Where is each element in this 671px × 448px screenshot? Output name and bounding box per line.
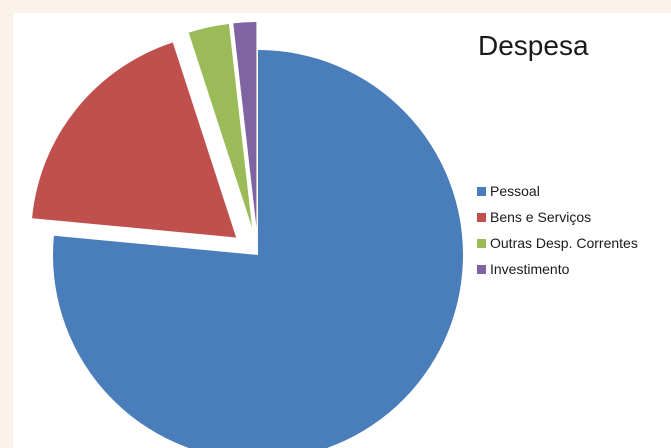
legend-label: Bens e Serviços (490, 209, 592, 225)
legend-label: Pessoal (490, 183, 540, 199)
legend-item: Bens e Serviços (477, 204, 638, 230)
legend-item: Investimento (477, 256, 638, 282)
pie-slice-pessoal (53, 50, 463, 448)
pie-slice-bens-e-servi-os (32, 42, 237, 238)
legend-swatch (477, 264, 486, 274)
legend: Pessoal Bens e Serviços Outras Desp. Corre… (477, 178, 638, 282)
legend-item: Outras Desp. Correntes (477, 230, 638, 256)
chart-title: Despesa (478, 30, 589, 61)
legend-swatch (477, 212, 486, 222)
pie-slice-outras-desp-correntes (188, 23, 253, 228)
legend-swatch (477, 238, 486, 248)
legend-item: Pessoal (477, 178, 638, 204)
legend-swatch (477, 186, 486, 196)
legend-label: Outras Desp. Correntes (490, 235, 638, 251)
pie-slice-investimento (233, 22, 257, 228)
legend-label: Investimento (490, 261, 570, 277)
